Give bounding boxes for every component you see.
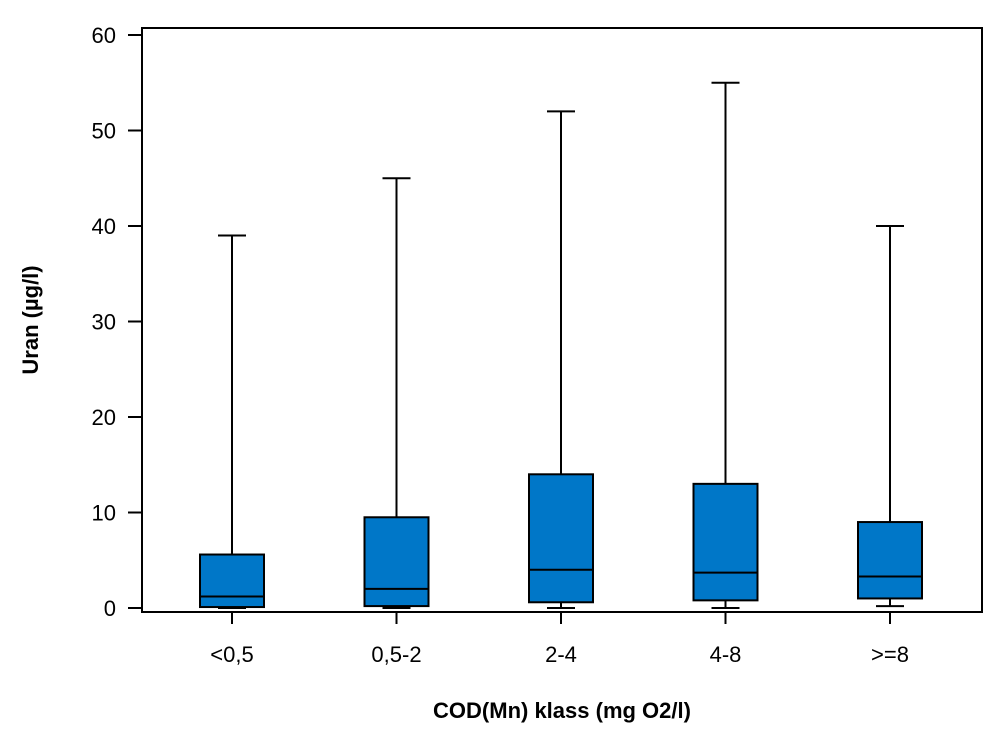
x-tick-label: 4-8 [710,642,742,667]
box-iqr [692,482,759,602]
x-tick-label: 0,5-2 [371,642,421,667]
y-axis: 0 10 20 30 40 50 60 [92,23,142,621]
y-tick-label: 40 [92,214,116,239]
box-iqr [857,521,923,600]
x-axis: <0,5 0,5-2 2-4 4-8 >=8 [210,612,909,667]
y-tick-label: 60 [92,23,116,48]
box-series [199,81,923,609]
y-tick-label: 10 [92,501,116,526]
box-iqr [363,516,430,608]
x-tick-label: >=8 [871,642,909,667]
x-tick-label: 2-4 [545,642,577,667]
y-tick-label: 0 [104,596,116,621]
box-iqr [199,553,265,609]
x-axis-title: COD(Mn) klass (mg O2/l) [433,698,691,723]
y-axis-title: Uran (µg/l) [18,265,43,374]
y-tick-label: 50 [92,119,116,144]
x-tick-label: <0,5 [210,642,253,667]
y-tick-label: 30 [92,310,116,335]
y-tick-label: 20 [92,405,116,430]
box-iqr [528,473,594,604]
